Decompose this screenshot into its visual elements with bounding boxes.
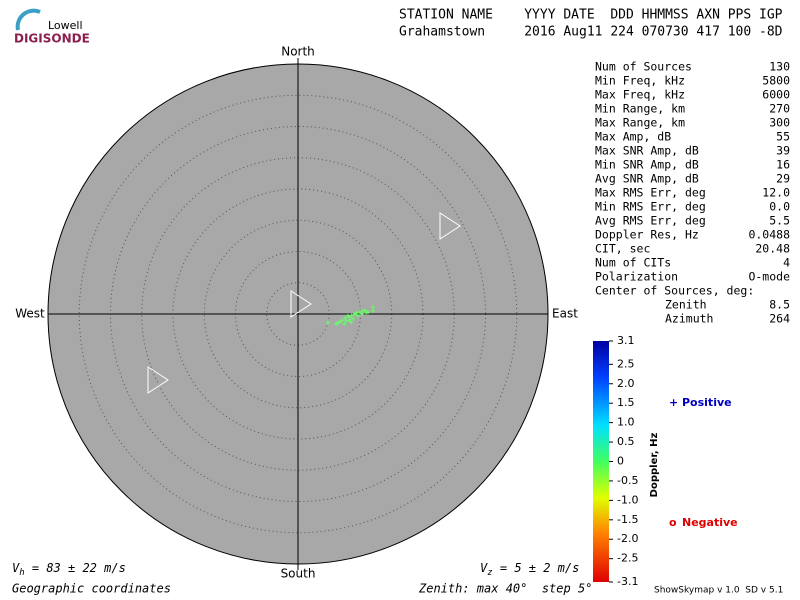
source-point <box>349 320 354 325</box>
source-point <box>362 308 367 313</box>
stat-label: CIT, sec <box>595 242 650 256</box>
version: ShowSkymap v 1.0 SD v 5.1 <box>654 586 783 596</box>
header-line: STATION NAME YYYY DATE DDD HHMMSS AXN PP… <box>399 8 783 23</box>
logo-bottom: DIGISONDE <box>14 32 90 46</box>
legend-positive: Positive <box>682 396 732 409</box>
logo-arc <box>15 8 41 31</box>
stat-label: Doppler Res, Hz <box>595 228 699 242</box>
stat-label: Min RMS Err, deg <box>595 200 706 214</box>
colorbar-tick-label: 1.0 <box>617 416 635 429</box>
colorbar-tick-label: -3.1 <box>617 575 638 588</box>
legend-negative: Negative <box>682 516 738 529</box>
stat-value: 130 <box>769 60 790 74</box>
source-point <box>364 310 369 315</box>
colorbar-tick-label: 2.0 <box>617 377 635 390</box>
stat-value: 39 <box>776 144 790 158</box>
stat-label: Max RMS Err, deg <box>595 186 706 200</box>
stat-label: Max SNR Amp, dB <box>595 144 699 158</box>
colorbar-tick-label: -1.0 <box>617 493 638 506</box>
source-point <box>347 318 352 323</box>
direction-label: West <box>15 307 45 321</box>
colorbar-tick-label: -2.5 <box>617 552 638 565</box>
source-point <box>354 310 359 315</box>
stat-value: 264 <box>769 312 790 326</box>
colorbar-tick-label: 0.5 <box>617 435 635 448</box>
beam-marker <box>290 290 312 318</box>
vz: Vz = 5 ± 2 m/s <box>480 561 579 578</box>
legend-symbol: + <box>669 396 678 409</box>
source-point <box>366 310 370 315</box>
zenith-note: Zenith: max 40° step 5° <box>418 582 592 596</box>
source-point <box>342 322 347 326</box>
source-point <box>334 322 339 326</box>
stat-label: Zenith <box>665 298 707 312</box>
colorbar-tick-label: -0.5 <box>617 474 638 487</box>
stat-value: 16 <box>776 158 790 172</box>
colorbar-tick-label: -1.5 <box>617 513 638 526</box>
stat-value: 5800 <box>762 74 790 88</box>
stat-label: Max Range, km <box>595 116 685 130</box>
plot: North South West East <box>15 45 578 581</box>
source-point <box>337 320 342 325</box>
source-point <box>371 308 375 313</box>
stat-value: 5.5 <box>769 214 790 228</box>
stat-value: 270 <box>769 102 790 116</box>
stat-label: Min Freq, kHz <box>595 74 685 88</box>
source-point <box>359 312 364 316</box>
colorbar <box>593 341 609 582</box>
logo-top: Lowell <box>48 19 83 32</box>
stat-label: Azimuth <box>665 312 713 326</box>
colorbar-label: Doppler, Hz <box>649 433 660 498</box>
stat-label: Avg RMS Err, deg <box>595 214 706 228</box>
beam-marker <box>439 212 461 240</box>
colorbar-tick-label: 0 <box>617 455 624 468</box>
stat-value: 55 <box>776 130 790 144</box>
stat-label: Polarization <box>595 270 678 284</box>
stat-label: Num of CITs <box>595 256 671 270</box>
beam-marker <box>147 366 169 394</box>
stat-label: Min SNR Amp, dB <box>595 158 699 172</box>
direction-label: North <box>281 45 315 59</box>
legend-symbol: o <box>669 516 677 529</box>
source-point <box>371 305 375 310</box>
source-point <box>347 315 352 320</box>
stat-value: 4 <box>783 256 790 270</box>
stat-value: 300 <box>769 116 790 130</box>
stat-label: Num of Sources <box>595 60 692 74</box>
colorbar-tick-label: 3.1 <box>617 334 635 347</box>
header-line: Grahamstown 2016 Aug11 224 070730 417 10… <box>399 25 783 40</box>
stat-value: 20.48 <box>755 242 790 256</box>
direction-label: South <box>281 567 316 581</box>
stat-value: 6000 <box>762 88 790 102</box>
stat-label: Max Amp, dB <box>595 130 671 144</box>
colorbar-tick-label: 1.5 <box>617 396 635 409</box>
stat-title: Center of Sources, deg: <box>595 284 754 298</box>
source-point <box>342 315 347 320</box>
stat-label: Min Range, km <box>595 102 685 116</box>
stat-value: 12.0 <box>762 186 790 200</box>
direction-label: East <box>552 307 578 321</box>
colorbar-tick-label: -2.0 <box>617 532 638 545</box>
source-point <box>356 313 360 318</box>
stat-label: Max Freq, kHz <box>595 88 685 102</box>
stat-value: 0.0488 <box>748 228 790 242</box>
stat-value: 0.0 <box>769 200 790 214</box>
stat-value: 29 <box>776 172 790 186</box>
vh: Vh = 83 ± 22 m/s <box>12 561 126 578</box>
source-point <box>326 320 330 325</box>
source-point <box>349 313 354 318</box>
source-point <box>339 318 344 323</box>
coords: Geographic coordinates <box>12 582 171 596</box>
stat-label: Avg SNR Amp, dB <box>595 172 699 186</box>
colorbar-tick-label: 2.5 <box>617 357 635 370</box>
stat-value: 8.5 <box>769 298 790 312</box>
source-point <box>351 317 355 321</box>
source-point <box>344 318 349 323</box>
stat-value: O-mode <box>748 270 790 284</box>
